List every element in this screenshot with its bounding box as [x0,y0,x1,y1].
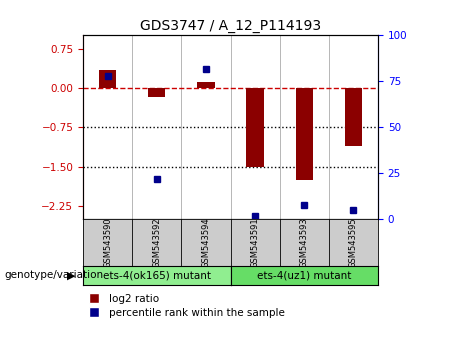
Bar [99,70,116,88]
Bar [247,88,264,167]
Text: GSM543593: GSM543593 [300,217,309,268]
Bar [296,88,313,180]
Text: ets-4(uz1) mutant: ets-4(uz1) mutant [257,270,351,280]
Text: GSM543591: GSM543591 [251,217,260,268]
Text: GSM543590: GSM543590 [103,217,112,268]
Text: GSM543592: GSM543592 [152,217,161,268]
Bar [197,82,214,88]
Text: ▶: ▶ [67,270,76,280]
Bar [345,88,362,146]
Title: GDS3747 / A_12_P114193: GDS3747 / A_12_P114193 [140,19,321,33]
Text: ets-4(ok165) mutant: ets-4(ok165) mutant [103,270,211,280]
Text: genotype/variation: genotype/variation [5,270,104,280]
Legend: log2 ratio, percentile rank within the sample: log2 ratio, percentile rank within the s… [88,294,285,318]
Bar [148,88,165,97]
Text: GSM543595: GSM543595 [349,217,358,268]
Text: GSM543594: GSM543594 [201,217,210,268]
